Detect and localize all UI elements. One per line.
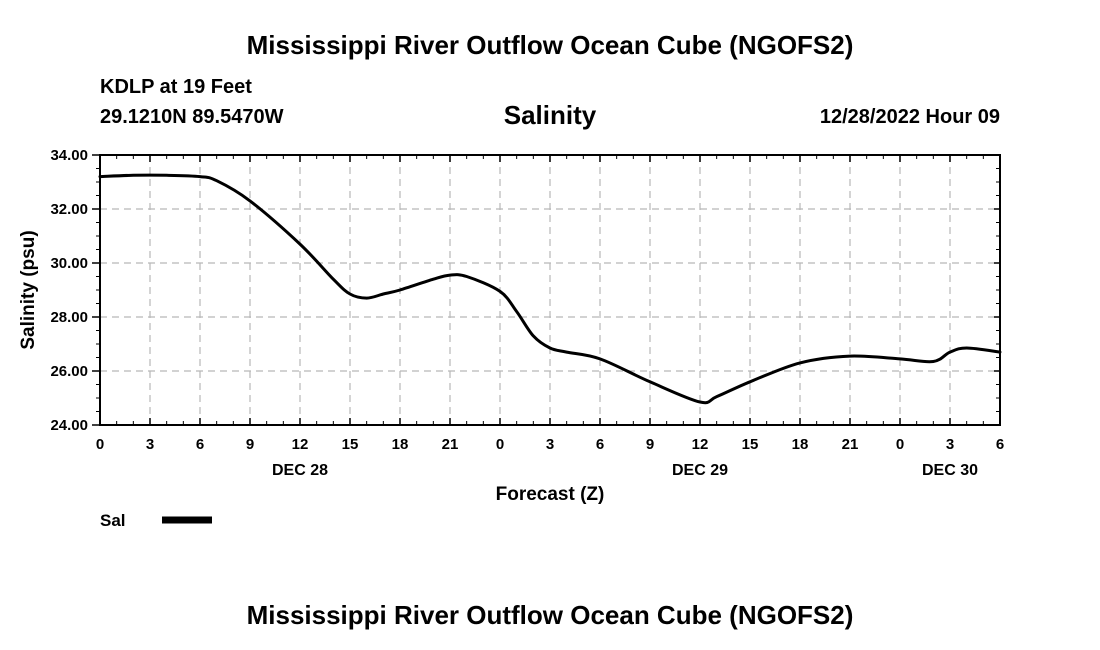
date-label: DEC 28 xyxy=(272,462,328,479)
date-label: DEC 29 xyxy=(672,462,728,479)
legend-label-sal: Sal xyxy=(100,511,126,530)
x-tick-label: 21 xyxy=(442,436,459,453)
x-tick-label: 0 xyxy=(496,436,504,453)
x-tick-label: 18 xyxy=(392,436,409,453)
date-label: DEC 30 xyxy=(922,462,978,479)
forecast-datetime: 12/28/2022 Hour 09 xyxy=(819,106,1000,128)
y-tick-label: 34.00 xyxy=(50,147,88,164)
series-line-sal xyxy=(98,173,1002,405)
x-tick-label: 9 xyxy=(246,436,254,453)
y-tick-label: 26.00 xyxy=(50,363,88,380)
x-tick-label: 21 xyxy=(842,436,859,453)
axis-label-layer: 0 3 6 9 12 15 18 21 0 3 6 9 12 15 18 21 0 3 6 24.00 26.00 28.… xyxy=(50,147,1004,479)
x-tick-label: 3 xyxy=(146,436,154,453)
x-tick-label: 15 xyxy=(342,436,359,453)
grid-layer xyxy=(100,155,1000,425)
x-tick-label: 9 xyxy=(646,436,654,453)
y-tick-label: 30.00 xyxy=(50,255,88,272)
x-axis-label: Forecast (Z) xyxy=(496,484,605,505)
x-tick-label: 3 xyxy=(546,436,554,453)
station-coordinates: 29.1210N 89.5470W xyxy=(100,106,284,128)
x-tick-label: 12 xyxy=(692,436,709,453)
x-tick-label: 3 xyxy=(946,436,954,453)
y-tick-label: 24.00 xyxy=(50,417,88,434)
y-tick-label: 32.00 xyxy=(50,201,88,218)
station-label: KDLP at 19 Feet xyxy=(100,76,252,98)
y-axis-label: Salinity (psu) xyxy=(18,230,39,349)
chart-title: Mississippi River Outflow Ocean Cube (NG… xyxy=(246,30,854,60)
x-tick-label: 6 xyxy=(596,436,604,453)
x-tick-label: 6 xyxy=(996,436,1004,453)
x-tick-label: 15 xyxy=(742,436,759,453)
tick-layer xyxy=(92,154,1001,426)
legend: Sal xyxy=(100,511,212,530)
chart-subtitle: Salinity xyxy=(503,100,597,130)
x-tick-label: 6 xyxy=(196,436,204,453)
y-tick-label: 28.00 xyxy=(50,309,88,326)
x-tick-label: 12 xyxy=(292,436,309,453)
footer-title: Mississippi River Outflow Ocean Cube (NG… xyxy=(246,600,854,630)
plot-frame xyxy=(99,154,1001,426)
x-tick-label: 0 xyxy=(96,436,104,453)
x-tick-label: 0 xyxy=(896,436,904,453)
x-tick-label: 18 xyxy=(792,436,809,453)
